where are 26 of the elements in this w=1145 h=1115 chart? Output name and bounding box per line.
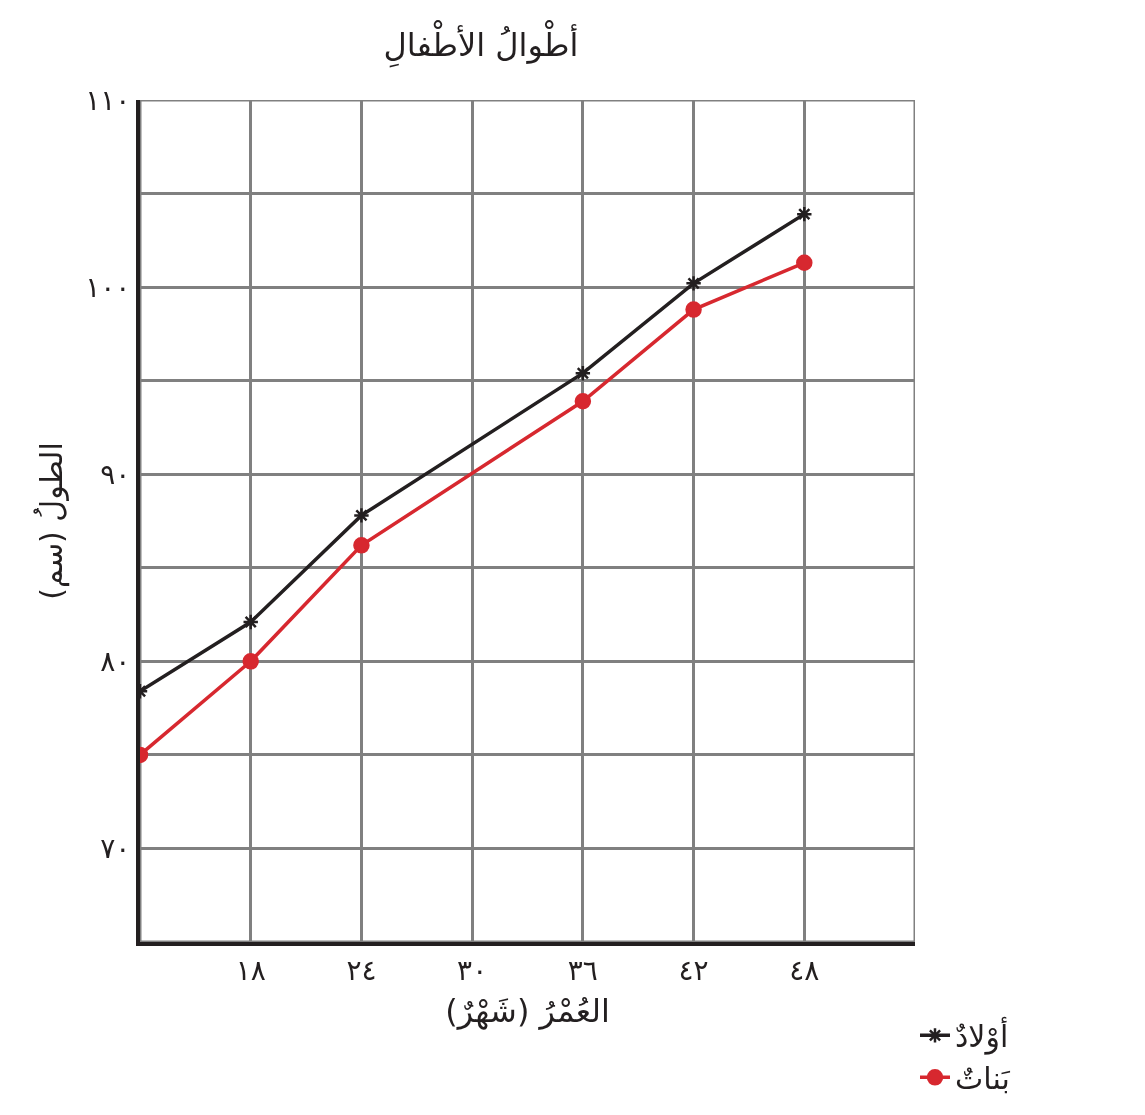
x-tick-label: ٣٠ <box>457 953 488 987</box>
point <box>574 364 592 382</box>
point <box>352 506 370 524</box>
y-axis-title: الطولُ (سم) <box>33 442 70 600</box>
chart-title: أطْوالُ الأطْفالِ <box>383 19 579 68</box>
x-axis-title: العُمْرُ (شَهْرٌ) <box>445 992 610 1030</box>
x-tick-label: ٣٦ <box>567 953 598 987</box>
point <box>795 205 813 223</box>
point <box>353 537 370 554</box>
x-tick-label: ٢٤ <box>346 953 377 987</box>
point <box>685 274 703 292</box>
y-tick-label: ٨٠ <box>100 645 131 679</box>
x-tick-label: ٤٢ <box>678 953 709 987</box>
point <box>685 301 702 318</box>
y-tick-label: ٧٠ <box>100 832 131 866</box>
point <box>242 653 259 670</box>
point <box>242 613 260 631</box>
point <box>574 393 592 410</box>
y-tick-label: ١٠٠ <box>85 270 131 304</box>
y-tick-label: ٩٠ <box>100 458 131 492</box>
point <box>796 254 813 272</box>
legend-label: أوْلادٌ <box>955 1016 1009 1056</box>
legend-label: بَناتٌ <box>955 1061 1011 1097</box>
x-tick-label: ٤٨ <box>789 953 820 987</box>
x-tick-label: ١٨ <box>235 953 266 987</box>
y-tick-label: ١١٠ <box>85 83 131 117</box>
